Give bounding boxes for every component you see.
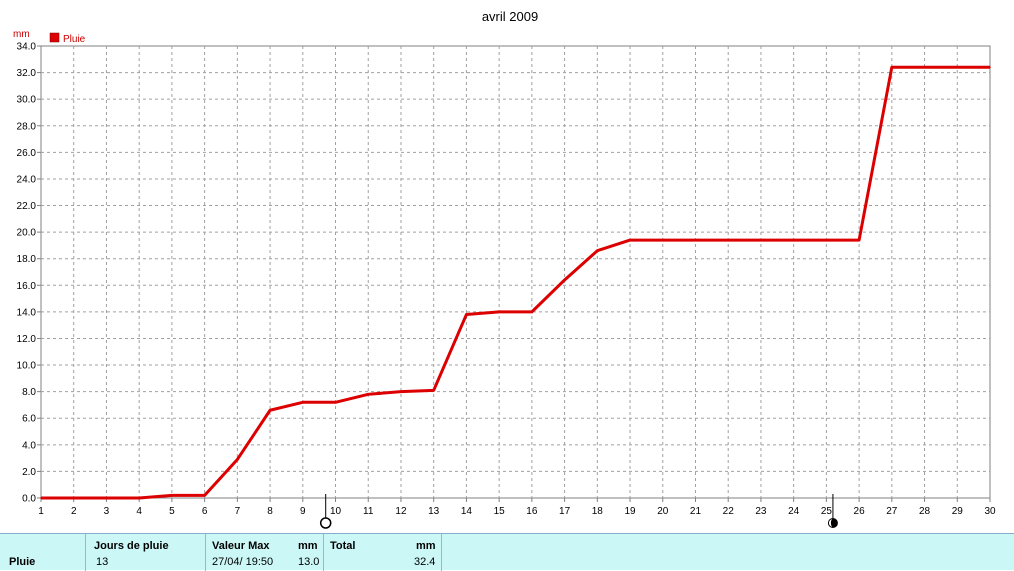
jours-value: 13 — [96, 556, 109, 568]
x-tick-label: 11 — [363, 506, 374, 517]
y-tick-label: 6.0 — [22, 414, 36, 425]
x-tick-label: 16 — [526, 506, 538, 517]
valeur-max-date: 27/04/ 19:50 — [212, 556, 274, 568]
data-point — [171, 494, 173, 497]
x-tick-label: 24 — [788, 506, 800, 517]
x-tick-label: 6 — [202, 506, 208, 517]
valeur-max-value: 13.0 — [298, 556, 320, 568]
legend-swatch-pluie — [49, 32, 60, 43]
series-line-pluie — [41, 65, 990, 500]
x-tick-label: 14 — [461, 506, 473, 517]
data-point — [465, 313, 468, 316]
data-point — [858, 239, 860, 241]
data-point — [367, 393, 370, 396]
y-tick-label: 28.0 — [17, 121, 37, 132]
x-tick-label: 15 — [494, 506, 506, 517]
x-tick-label: 3 — [104, 506, 110, 517]
y-tick-label: 4.0 — [22, 440, 36, 451]
x-tick-label: 12 — [395, 506, 407, 517]
x-tick-label: 7 — [235, 506, 241, 517]
summary-total-cell: Total mm 32.4 — [324, 534, 442, 571]
plot-area — [40, 45, 991, 499]
x-tick-label: 26 — [854, 506, 866, 517]
summary-jours-cell: Jours de pluie 13 — [86, 534, 206, 571]
jours-header: Jours de pluie — [94, 540, 169, 552]
summary-row-label: Pluie — [9, 556, 36, 568]
x-tick-label: 5 — [169, 506, 175, 517]
data-point — [301, 401, 304, 404]
x-tick-label: 23 — [755, 506, 767, 517]
y-tick-label: 10.0 — [17, 361, 37, 372]
x-tick-label: 19 — [624, 506, 636, 517]
x-tick-label: 25 — [821, 506, 833, 517]
data-point — [989, 66, 991, 69]
data-point — [596, 249, 599, 252]
y-tick-label: 24.0 — [17, 174, 37, 185]
data-point — [563, 279, 566, 281]
x-tick-label: 2 — [71, 506, 77, 517]
y-axis-unit: mm — [13, 29, 30, 40]
total-value: 32.4 — [414, 556, 436, 568]
chart-title: avril 2009 — [482, 9, 538, 24]
y-tick-label: 20.0 — [17, 228, 37, 239]
y-tick-label: 12.0 — [17, 334, 37, 345]
x-tick-label: 1 — [38, 506, 44, 517]
data-point — [334, 401, 337, 404]
data-point — [432, 389, 435, 392]
moon-phase-markers — [319, 494, 838, 529]
y-tick-label: 16.0 — [17, 281, 37, 292]
x-tick-label: 13 — [428, 506, 440, 517]
rain-chart: avril 2009 mm Pluie 0.0 2.0 4.0 6.0 8.0 10.0 1… — [13, 9, 996, 529]
x-tick-label: 27 — [886, 506, 898, 517]
y-tick-label: 30.0 — [17, 95, 37, 106]
new-moon-shade — [830, 518, 838, 528]
y-tick-label: 26.0 — [17, 148, 37, 159]
total-unit: mm — [416, 540, 436, 552]
y-tick-label: 14.0 — [17, 307, 37, 318]
x-tick-label: 20 — [657, 506, 669, 517]
x-tick-label: 30 — [984, 506, 996, 517]
series-pluie — [40, 65, 991, 500]
x-tick-label: 9 — [300, 506, 306, 517]
y-tick-label: 8.0 — [22, 387, 36, 398]
y-tick-label: 32.0 — [17, 68, 37, 79]
x-tick-label: 22 — [723, 506, 735, 517]
y-tick-label: 18.0 — [17, 254, 37, 265]
data-point — [269, 409, 271, 412]
x-tick-label: 4 — [136, 506, 142, 517]
y-tick-label: 2.0 — [22, 467, 36, 478]
x-tick-label: 10 — [330, 506, 342, 517]
data-point — [629, 239, 631, 241]
total-header: Total — [330, 540, 356, 552]
legend-label-pluie: Pluie — [63, 34, 86, 45]
full-moon-icon — [319, 517, 332, 529]
y-tick-label: 34.0 — [17, 42, 37, 53]
data-point — [203, 494, 206, 497]
x-tick-label: 17 — [559, 506, 571, 517]
x-tick-label: 8 — [267, 506, 273, 517]
x-tick-label: 18 — [592, 506, 604, 517]
x-tick-label: 21 — [690, 506, 702, 517]
data-point — [138, 497, 140, 499]
data-point — [40, 497, 42, 499]
data-point — [891, 66, 893, 69]
y-axis-ticks: 0.0 2.0 4.0 6.0 8.0 10.0 12.0 14.0 16.0 18.0 20.0 2… — [17, 42, 41, 505]
valeur-max-header: Valeur Max — [212, 540, 270, 552]
summary-row-label-cell: Pluie — [0, 534, 86, 571]
data-point — [400, 390, 402, 393]
x-tick-label: 29 — [952, 506, 964, 517]
x-axis-ticks: 1 2 3 4 5 6 7 8 9 10 11 12 13 14 15 16 17 18 19 20 21 22 23 24 2… — [38, 498, 996, 517]
y-tick-label: 22.0 — [17, 201, 37, 212]
summary-table: Pluie Jours de pluie 13 Valeur Max mm 27… — [0, 533, 1014, 571]
data-point — [531, 311, 533, 313]
summary-valeur-max-cell: Valeur Max mm 27/04/ 19:50 13.0 — [206, 534, 324, 571]
data-point — [236, 458, 239, 461]
y-tick-label: 0.0 — [22, 494, 36, 505]
valeur-max-unit: mm — [298, 540, 318, 552]
data-point — [498, 311, 500, 313]
x-tick-label: 28 — [919, 506, 931, 517]
